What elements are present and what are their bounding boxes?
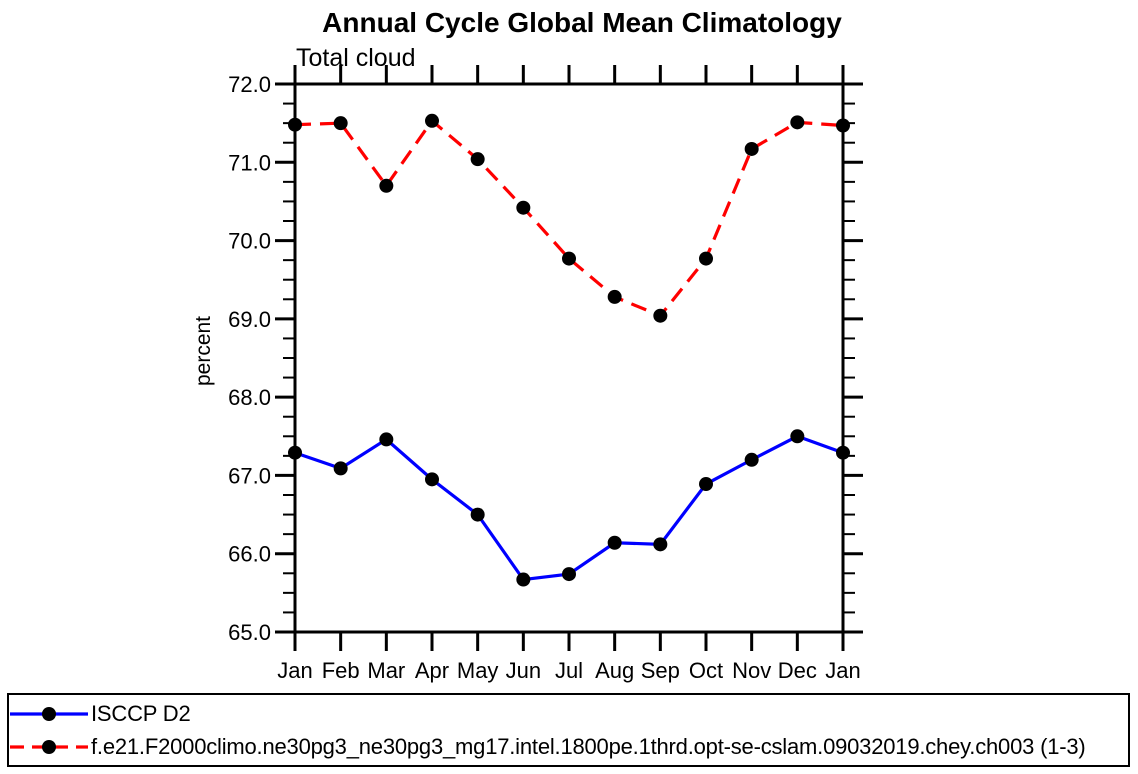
svg-text:Jul: Jul: [555, 658, 583, 683]
svg-text:Aug: Aug: [595, 658, 634, 683]
legend-label-isccp: ISCCP D2: [91, 700, 191, 726]
svg-text:Jan: Jan: [825, 658, 860, 683]
svg-text:Dec: Dec: [778, 658, 817, 683]
svg-text:66.0: 66.0: [228, 542, 271, 567]
chart-title: Annual Cycle Global Mean Climatology: [322, 7, 842, 38]
svg-text:Oct: Oct: [689, 658, 723, 683]
svg-text:Apr: Apr: [415, 658, 449, 683]
svg-text:May: May: [457, 658, 499, 683]
legend-label-model: f.e21.F2000climo.ne30pg3_ne30pg3_mg17.in…: [91, 733, 1086, 759]
legend-row-isccp: ISCCP D2: [9, 697, 1128, 730]
svg-text:65.0: 65.0: [228, 620, 271, 645]
svg-text:Jan: Jan: [277, 658, 312, 683]
svg-text:Sep: Sep: [641, 658, 680, 683]
svg-text:68.0: 68.0: [228, 385, 271, 410]
legend-box: ISCCP D2 f.e21.F2000climo.ne30pg3_ne30pg…: [7, 693, 1130, 767]
svg-text:72.0: 72.0: [228, 72, 271, 97]
plot-area: 65.0 66.0 67.0 68.0 69.0 70.0 71.0 72.0 Jan Feb Ma…: [228, 65, 863, 683]
legend-line-sample-model: [10, 739, 88, 754]
svg-text:Feb: Feb: [322, 658, 360, 683]
svg-text:Jun: Jun: [506, 658, 541, 683]
chart-subtitle: Total cloud: [296, 44, 416, 72]
legend-line-sample-isccp: [10, 706, 88, 721]
svg-text:71.0: 71.0: [228, 150, 271, 175]
svg-text:67.0: 67.0: [228, 463, 271, 488]
svg-text:69.0: 69.0: [228, 307, 271, 332]
svg-text:Nov: Nov: [732, 658, 771, 683]
svg-text:70.0: 70.0: [228, 229, 271, 254]
svg-text:Mar: Mar: [367, 658, 405, 683]
legend-row-model: f.e21.F2000climo.ne30pg3_ne30pg3_mg17.in…: [9, 730, 1128, 763]
